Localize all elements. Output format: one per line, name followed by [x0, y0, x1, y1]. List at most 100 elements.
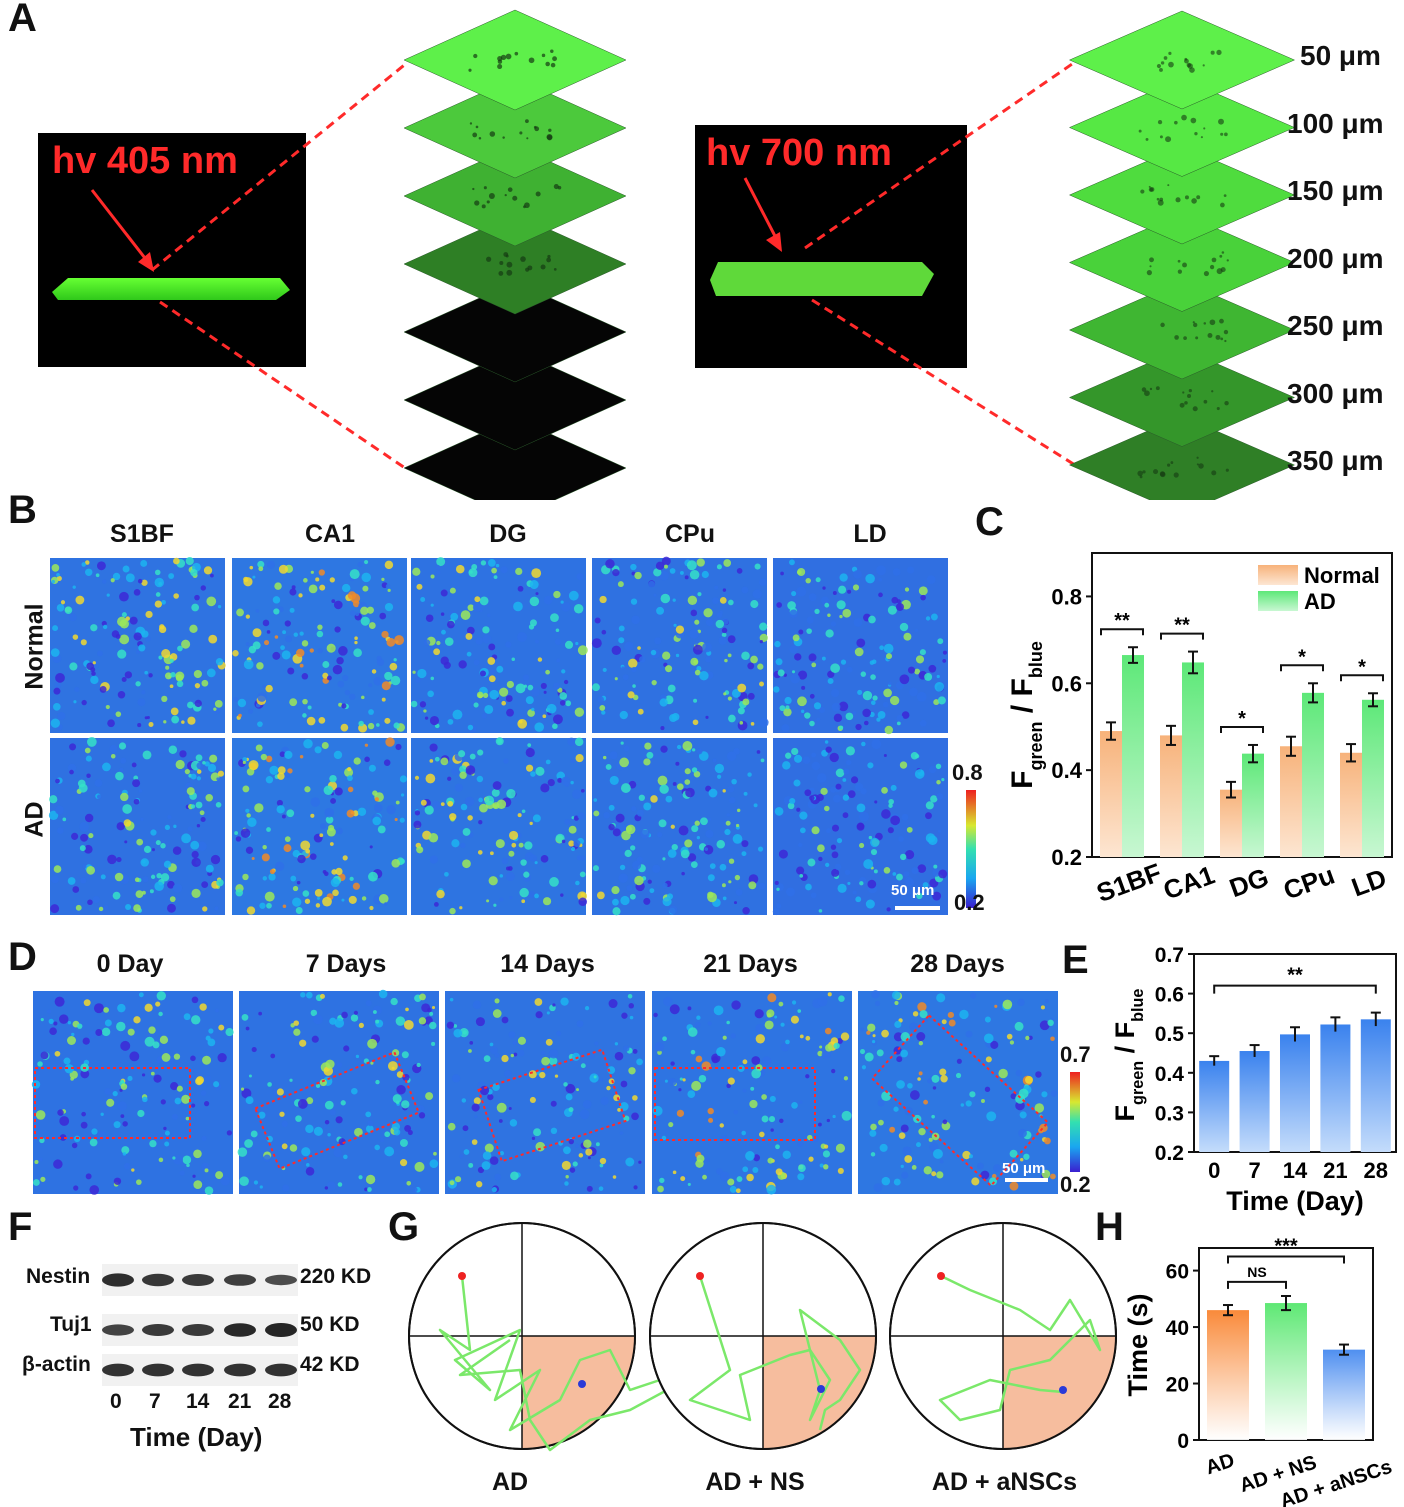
cell-dot [354, 640, 358, 645]
cell-dot [668, 1122, 674, 1128]
cell-dot [461, 1098, 467, 1103]
cell-dot [599, 705, 606, 711]
cell-dot [266, 1135, 273, 1143]
cell-dot [585, 1148, 593, 1156]
cell-dot [112, 891, 121, 900]
cell-dot [620, 783, 631, 794]
cell-dot [243, 659, 254, 670]
blot-band [265, 1274, 297, 1286]
cell-dot [292, 885, 299, 892]
cell-dot [687, 1027, 698, 1037]
cell-dot [323, 1124, 328, 1129]
cell-dot [148, 673, 153, 678]
cell-dot [317, 624, 323, 630]
band-label-tuj1: Tuj1 [50, 1313, 92, 1336]
cell-dot [934, 682, 945, 692]
cell-dot [827, 678, 834, 685]
lane-label: 14 [186, 1390, 210, 1413]
cell-dot [384, 671, 393, 681]
cell-dot [653, 593, 657, 597]
cell-dot [708, 1117, 714, 1123]
cell-dot [1050, 1090, 1058, 1097]
cell-dot [831, 851, 839, 859]
cell-dot [609, 751, 618, 760]
cell-dot [394, 818, 398, 822]
cell-dot [600, 1096, 609, 1106]
cell-dot [804, 712, 811, 719]
speckle [483, 186, 487, 190]
cell-dot [736, 808, 741, 813]
cell-dot [110, 578, 115, 583]
cell-dot [377, 825, 386, 834]
cell-dot [977, 1162, 984, 1170]
cell-dot [1034, 1103, 1045, 1113]
cell-dot [85, 1173, 92, 1180]
cell-dot [753, 1154, 761, 1162]
cell-dot [170, 1082, 179, 1091]
cell-dot [898, 835, 905, 842]
cell-dot [918, 586, 928, 596]
cell-dot [890, 815, 901, 826]
cell-dot [93, 1003, 104, 1014]
cell-dot [431, 1005, 436, 1010]
cell-dot [797, 1140, 804, 1147]
cell-dot [826, 1118, 830, 1123]
cell-dot [133, 798, 140, 805]
cell-dot [250, 1130, 258, 1138]
cell-dot [531, 1136, 536, 1141]
cell-dot [195, 754, 203, 762]
cell-dot [40, 1018, 44, 1022]
cell-dot [529, 854, 537, 862]
cell-dot [578, 1153, 584, 1158]
cell-dot [273, 608, 280, 615]
cell-dot [172, 1156, 176, 1160]
cell-dot [245, 808, 250, 813]
cell-dot [487, 1093, 494, 1101]
cell-dot [449, 813, 457, 821]
cell-dot [872, 1034, 876, 1038]
cell-dot [513, 601, 523, 612]
cell-dot [877, 711, 886, 719]
cell-dot [599, 1078, 603, 1082]
cell-dot [517, 632, 528, 642]
cell-dot [1002, 999, 1013, 1010]
cell-dot [361, 896, 367, 901]
cell-dot [67, 877, 76, 885]
column-cpu: CPu [665, 520, 715, 548]
cell-dot [117, 691, 126, 699]
cell-dot [217, 770, 224, 777]
cell-dot [876, 1049, 884, 1057]
cell-dot [77, 779, 86, 788]
cell-dot [546, 703, 557, 714]
roi-box [34, 1067, 191, 1139]
cell-dot [719, 1123, 724, 1128]
x-tick-label: 21 [1323, 1158, 1347, 1183]
lane-label: 7 [149, 1390, 161, 1413]
cell-dot [54, 1050, 61, 1057]
cell-dot [154, 600, 162, 608]
cell-dot [233, 697, 239, 702]
panel-h-letter: H [1095, 1205, 1124, 1249]
cell-dot [832, 1114, 836, 1119]
cell-dot [775, 658, 783, 666]
cell-dot [264, 891, 275, 902]
cell-dot [81, 562, 87, 567]
cell-dot [73, 700, 77, 704]
cell-dot [134, 877, 140, 883]
y-tick-label: 0.5 [1155, 1023, 1185, 1046]
cell-dot [752, 1167, 759, 1174]
speckle [535, 191, 541, 197]
cell-dot [343, 1154, 348, 1160]
cell-dot [282, 904, 287, 909]
cell-dot [594, 1041, 599, 1046]
cell-dot [51, 579, 55, 584]
cell-dot [796, 866, 805, 875]
cell-dot [862, 690, 873, 701]
cell-dot [721, 632, 727, 638]
bar [1280, 1034, 1310, 1152]
cell-dot [338, 646, 348, 656]
cell-dot [871, 659, 877, 664]
cell-dot [329, 577, 335, 583]
cell-dot [698, 1074, 707, 1083]
cell-dot [638, 1160, 642, 1164]
